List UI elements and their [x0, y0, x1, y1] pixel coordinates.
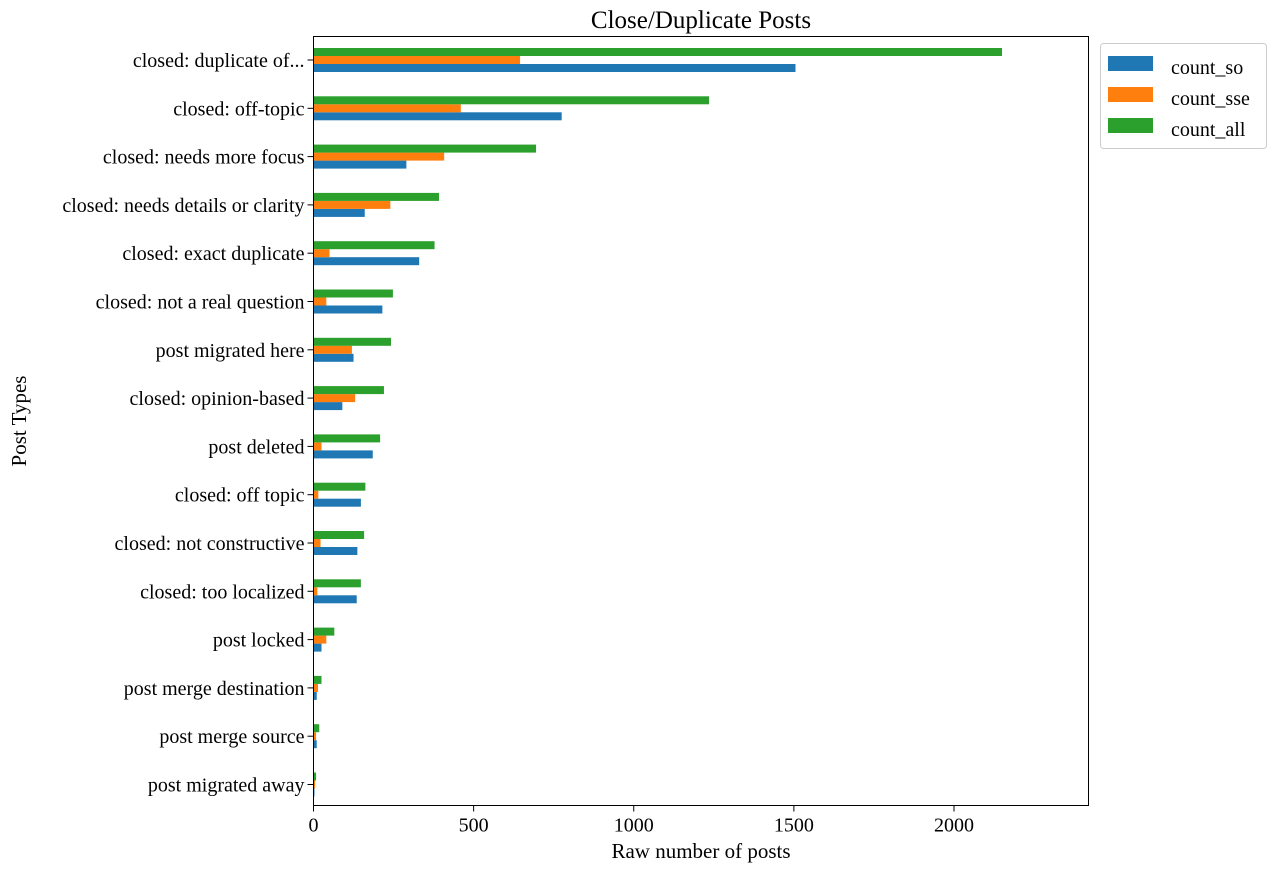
bar-count_all-14 [313, 724, 320, 733]
y-tick-label-9: closed: off topic [175, 485, 305, 507]
x-axis: 0 500 1000 1500 2000 [309, 805, 974, 837]
bar-count_all-12 [313, 627, 335, 636]
legend-swatch-count_sse [1108, 87, 1153, 102]
bar-count_so-3 [313, 208, 365, 217]
bar-count_all-3 [313, 192, 440, 201]
bar-count_sse-5 [313, 297, 327, 306]
y-tick-label-14: post merge source [159, 726, 304, 748]
y-tick-label-10: closed: not constructive [115, 533, 305, 555]
bar-count_so-11 [313, 595, 357, 604]
x-axis-title: Raw number of posts [611, 839, 790, 863]
bar-count_so-5 [313, 305, 383, 314]
bar-count_so-8 [313, 450, 373, 459]
bar-count_sse-4 [313, 249, 330, 258]
bar-count_sse-9 [313, 490, 319, 499]
bar-count_all-6 [313, 337, 391, 346]
bar-count_so-6 [313, 353, 354, 362]
bar-count_so-2 [313, 160, 407, 169]
plot-frame [313, 36, 1089, 806]
bar-count_sse-10 [313, 539, 321, 547]
bar-count_all-7 [313, 386, 384, 395]
legend: count_so count_sse count_all [1100, 43, 1267, 149]
legend-items: count_so count_sse count_all [1108, 56, 1250, 141]
y-tick-label-15: post migrated away [148, 775, 305, 797]
bars-layer [313, 48, 1003, 797]
bar-count_so-1 [313, 112, 562, 121]
bar-count_all-10 [313, 531, 365, 539]
y-tick-label-11: closed: too localized [140, 581, 304, 603]
bar-count_so-13 [313, 691, 317, 700]
x-tick-label-3: 1500 [774, 815, 814, 837]
y-tick-label-0: closed: duplicate of... [133, 50, 305, 72]
x-tick-label-4: 2000 [934, 815, 974, 837]
bar-count_sse-11 [313, 587, 318, 596]
bar-count_all-11 [313, 579, 361, 588]
legend-label-count_so: count_so [1171, 57, 1243, 79]
bar-count_sse-2 [313, 152, 445, 161]
bar-count_sse-12 [313, 635, 327, 644]
bar-count_so-10 [313, 547, 358, 555]
bar-count_so-0 [313, 64, 796, 72]
legend-label-count_all: count_all [1171, 119, 1246, 141]
bar-count_sse-7 [313, 394, 356, 403]
bar-count_so-14 [313, 740, 317, 749]
y-tick-label-4: closed: exact duplicate [122, 243, 304, 265]
bar-count_all-5 [313, 289, 393, 298]
bar-count_so-4 [313, 257, 420, 266]
legend-label-count_sse: count_sse [1171, 88, 1250, 110]
bar-count_sse-15 [313, 780, 316, 789]
x-tick-label-2: 1000 [614, 815, 654, 837]
bar-count_all-13 [313, 675, 322, 684]
y-tick-label-6: post migrated here [156, 340, 305, 362]
legend-swatch-count_all [1108, 118, 1153, 133]
x-tick-label-0: 0 [309, 815, 319, 837]
bar-count_sse-6 [313, 345, 352, 354]
bar-count_sse-1 [313, 104, 461, 113]
bar-count_so-7 [313, 402, 343, 411]
bar-count_so-12 [313, 643, 322, 652]
x-tick-label-1: 500 [459, 815, 489, 837]
bar-count_all-0 [313, 48, 1003, 56]
bar-count_so-9 [313, 498, 361, 507]
bar-count_sse-14 [313, 732, 317, 741]
y-tick-label-7: closed: opinion-based [130, 388, 305, 410]
y-axis: closed: duplicate of... closed: off-topic… [62, 50, 314, 797]
bar-count_sse-3 [313, 200, 391, 209]
y-tick-label-13: post merge destination [124, 678, 305, 700]
y-tick-label-5: closed: not a real question [96, 292, 305, 314]
y-tick-label-2: closed: needs more focus [103, 147, 305, 169]
bar-count_sse-8 [313, 442, 322, 451]
y-axis-title: Post Types [7, 376, 31, 467]
bar-count_sse-13 [313, 683, 318, 692]
chart-title: Close/Duplicate Posts [591, 7, 811, 34]
bar-count_all-4 [313, 241, 435, 250]
y-tick-label-8: post deleted [208, 436, 304, 458]
legend-swatch-count_so [1108, 56, 1153, 71]
bar-count_all-15 [313, 772, 317, 781]
bar-count_all-8 [313, 434, 381, 443]
y-tick-label-1: closed: off-topic [173, 98, 304, 120]
y-tick-label-12: post locked [213, 630, 305, 652]
bar-count_all-9 [313, 482, 366, 491]
bar-count_all-2 [313, 144, 537, 153]
bar-count_all-1 [313, 96, 710, 105]
y-tick-label-3: closed: needs details or clarity [62, 195, 304, 217]
bar-count_sse-0 [313, 56, 521, 64]
